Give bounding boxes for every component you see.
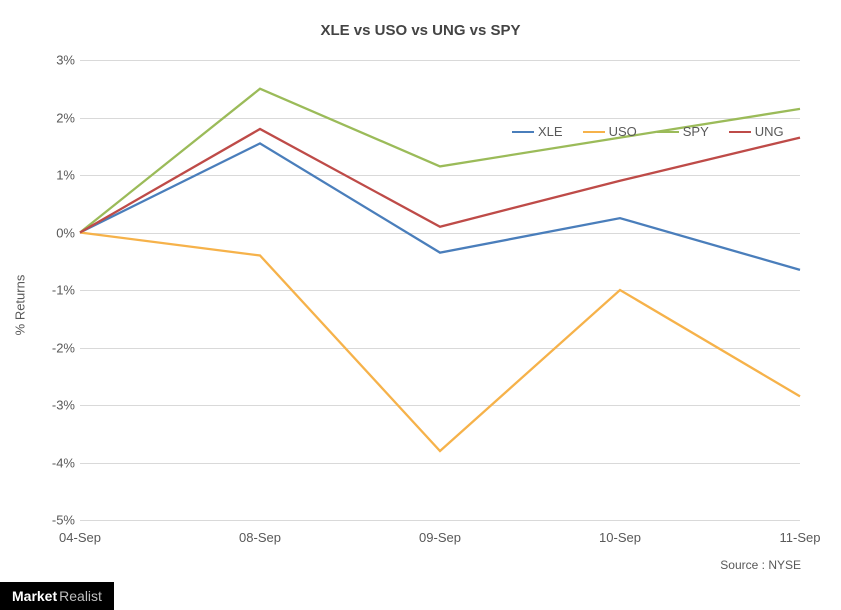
legend-label: UNG: [755, 124, 784, 139]
x-tick-label: 08-Sep: [239, 530, 281, 545]
chart-container: XLE vs USO vs UNG vs SPY % Returns -5%-4…: [0, 0, 841, 610]
legend-item-uso: USO: [583, 124, 637, 139]
y-tick-label: 0%: [30, 225, 75, 240]
series-ung: [80, 129, 800, 233]
chart-title: XLE vs USO vs UNG vs SPY: [0, 22, 841, 39]
x-tick-label: 09-Sep: [419, 530, 461, 545]
legend-label: USO: [609, 124, 637, 139]
series-spy: [80, 89, 800, 233]
plot-area: -5%-4%-3%-2%-1%0%1%2%3%04-Sep08-Sep09-Se…: [80, 60, 800, 520]
y-tick-label: 2%: [30, 110, 75, 125]
legend-swatch: [729, 131, 751, 133]
x-tick-label: 04-Sep: [59, 530, 101, 545]
brand-part1: Market: [12, 588, 57, 604]
y-tick-label: 1%: [30, 168, 75, 183]
legend-item-ung: UNG: [729, 124, 784, 139]
y-tick-label: 3%: [30, 53, 75, 68]
x-tick-label: 11-Sep: [780, 530, 821, 545]
y-tick-label: -2%: [30, 340, 75, 355]
legend-label: XLE: [538, 124, 563, 139]
legend: XLE USO SPY UNG: [512, 124, 784, 139]
source-label: Source : NYSE: [720, 558, 801, 572]
x-tick-label: 10-Sep: [599, 530, 641, 545]
gridline: [80, 520, 800, 521]
y-tick-label: -4%: [30, 455, 75, 470]
y-tick-label: -1%: [30, 283, 75, 298]
y-tick-label: -3%: [30, 398, 75, 413]
series-uso: [80, 233, 800, 452]
legend-swatch: [583, 131, 605, 133]
legend-swatch: [657, 131, 679, 133]
legend-label: SPY: [683, 124, 709, 139]
legend-swatch: [512, 131, 534, 133]
brand-bar: Market Realist: [0, 582, 114, 610]
y-axis-label: % Returns: [13, 275, 28, 336]
brand-part2: Realist: [59, 588, 102, 604]
legend-item-xle: XLE: [512, 124, 563, 139]
legend-item-spy: SPY: [657, 124, 709, 139]
y-tick-label: -5%: [30, 513, 75, 528]
